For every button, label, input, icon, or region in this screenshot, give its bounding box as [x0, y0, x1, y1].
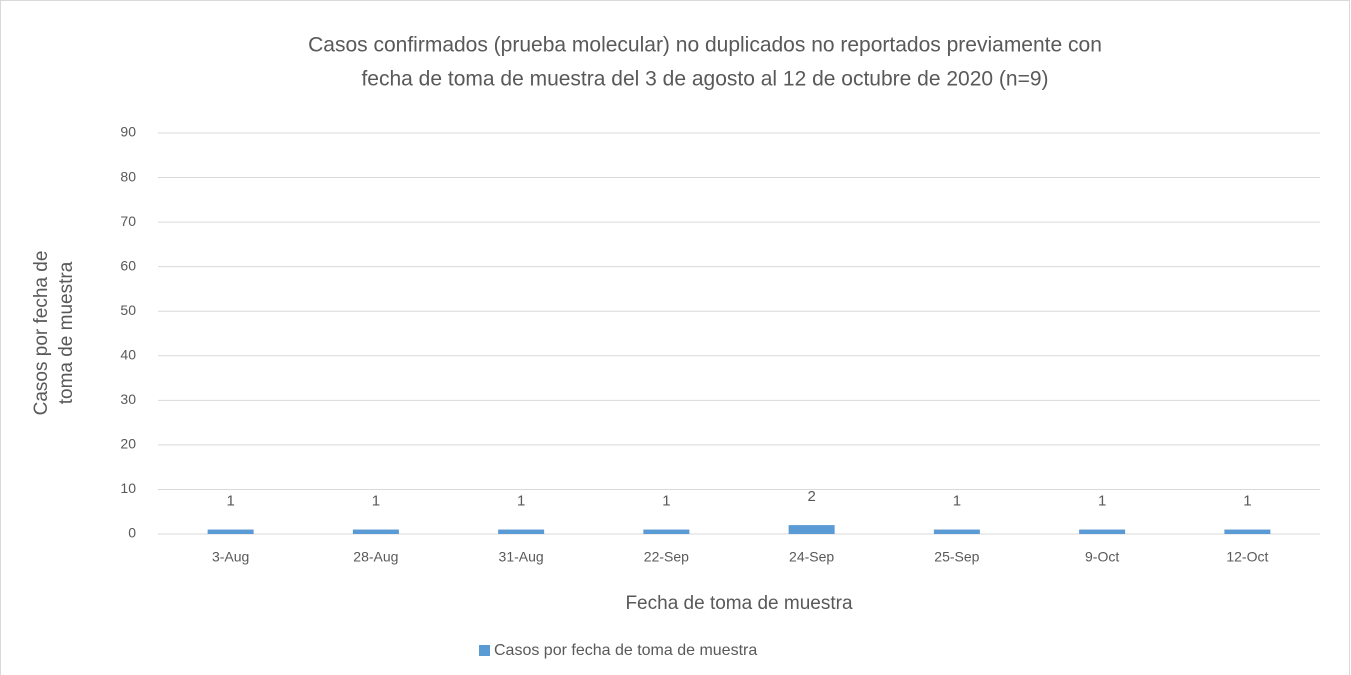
x-tick-label: 24-Sep — [789, 549, 834, 565]
y-tick-label: 80 — [120, 168, 136, 184]
x-tick-label: 9-Oct — [1085, 549, 1119, 565]
bar — [643, 529, 690, 534]
bar — [352, 529, 399, 534]
y-tick-label: 30 — [120, 391, 136, 407]
legend-swatch — [479, 645, 490, 656]
y-tick-label: 40 — [120, 346, 136, 362]
y-tick-label: 50 — [120, 302, 136, 318]
y-tick-label: 0 — [128, 525, 136, 541]
bar — [207, 529, 254, 534]
data-label: 1 — [517, 493, 525, 510]
bar — [933, 529, 980, 534]
chart-title: Casos confirmados (prueba molecular) no … — [308, 34, 1102, 57]
y-tick-label: 70 — [120, 213, 136, 229]
y-tick-label: 60 — [120, 257, 136, 273]
y-tick-label: 20 — [120, 436, 136, 452]
data-label: 1 — [1098, 493, 1106, 510]
x-tick-label: 31-Aug — [499, 549, 544, 565]
bar — [788, 525, 835, 534]
y-tick-label: 90 — [120, 124, 136, 140]
x-tick-label: 12-Oct — [1226, 549, 1268, 565]
legend-label: Casos por fecha de toma de muestra — [494, 642, 757, 659]
bar — [1079, 529, 1126, 534]
bar — [498, 529, 545, 534]
x-tick-label: 28-Aug — [353, 549, 398, 565]
x-tick-label: 3-Aug — [212, 549, 249, 565]
data-label: 1 — [662, 493, 670, 510]
bar — [1224, 529, 1271, 534]
chart-title: fecha de toma de muestra del 3 de agosto… — [361, 68, 1048, 91]
y-axis-title: Casos por fecha de toma de muestra — [31, 251, 77, 416]
data-label: 2 — [807, 488, 815, 505]
data-label: 1 — [953, 493, 961, 510]
data-label: 1 — [1243, 493, 1251, 510]
x-tick-label: 25-Sep — [934, 549, 979, 565]
y-tick-label: 10 — [120, 480, 136, 496]
x-axis-title: Fecha de toma de muestra — [625, 593, 852, 614]
data-label: 1 — [372, 493, 380, 510]
y-axis-title-line: toma de muestra — [56, 261, 77, 404]
y-axis-title-line: Casos por fecha de — [31, 251, 52, 416]
x-tick-label: 22-Sep — [644, 549, 689, 565]
data-label: 1 — [226, 493, 234, 510]
